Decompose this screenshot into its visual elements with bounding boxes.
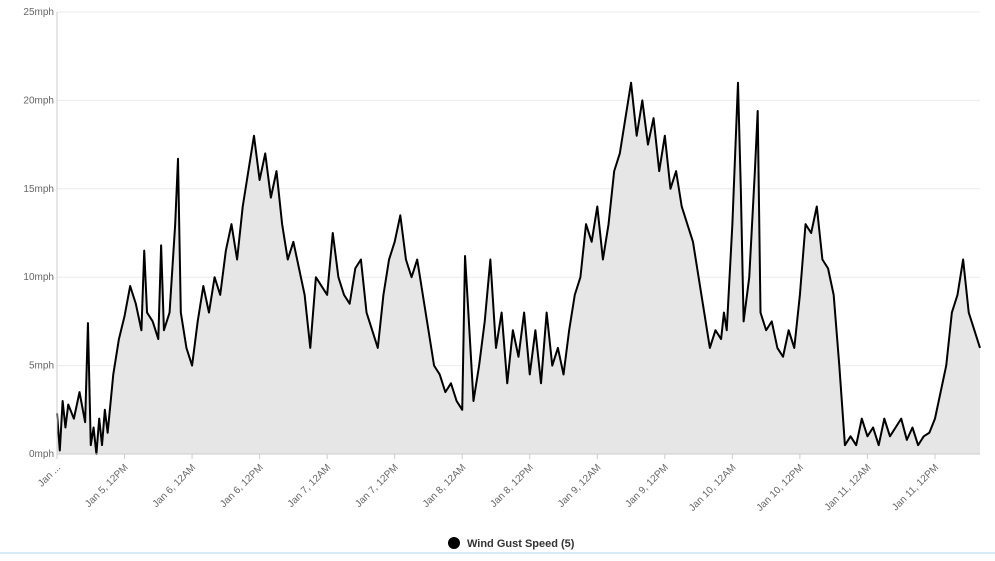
axes <box>56 12 980 455</box>
y-tick-label: 0mph <box>29 449 54 460</box>
x-tick-label: Jan ... <box>36 462 63 489</box>
x-tick-label: Jan 8, 12AM <box>421 462 468 509</box>
x-tick-label: Jan 7, 12AM <box>286 462 333 509</box>
x-tick-label: Jan 11, 12AM <box>823 462 874 513</box>
x-tick-label: Jan 6, 12PM <box>218 462 265 509</box>
x-tick-labels: Jan ... Jan 5, 12PM Jan 6, 12AM Jan 6, 12PM… <box>36 454 941 514</box>
legend-marker[interactable] <box>448 537 460 549</box>
bottom-rule <box>0 552 995 554</box>
y-tick-label: 20mph <box>23 95 54 106</box>
legend-label[interactable]: Wind Gust Speed (5) <box>467 538 575 550</box>
x-tick-label: Jan 7, 12PM <box>353 462 400 509</box>
x-tick-label: Jan 9, 12AM <box>556 462 603 509</box>
legend[interactable]: Wind Gust Speed (5) <box>448 537 575 550</box>
x-tick-label: Jan 10, 12AM <box>687 462 738 513</box>
x-tick-label: Jan 10, 12PM <box>755 462 806 513</box>
y-tick-label: 5mph <box>29 361 54 372</box>
x-tick-label: Jan 5, 12PM <box>83 462 130 509</box>
y-tick-label: 25mph <box>23 7 54 18</box>
series-area-layer <box>56 81 981 455</box>
x-tick-label: Jan 6, 12AM <box>151 462 198 509</box>
series-line[interactable] <box>56 81 981 455</box>
x-tick-label: Jan 9, 12PM <box>623 462 670 509</box>
x-tick-label: Jan 11, 12PM <box>890 462 941 513</box>
y-tick-labels: 0mph 5mph 10mph 15mph 20mph 25mph <box>23 7 54 460</box>
y-tick-label: 10mph <box>23 272 54 283</box>
x-tick-label: Jan 8, 12PM <box>488 462 535 509</box>
series-area-fill <box>57 82 980 454</box>
y-tick-label: 15mph <box>23 184 54 195</box>
